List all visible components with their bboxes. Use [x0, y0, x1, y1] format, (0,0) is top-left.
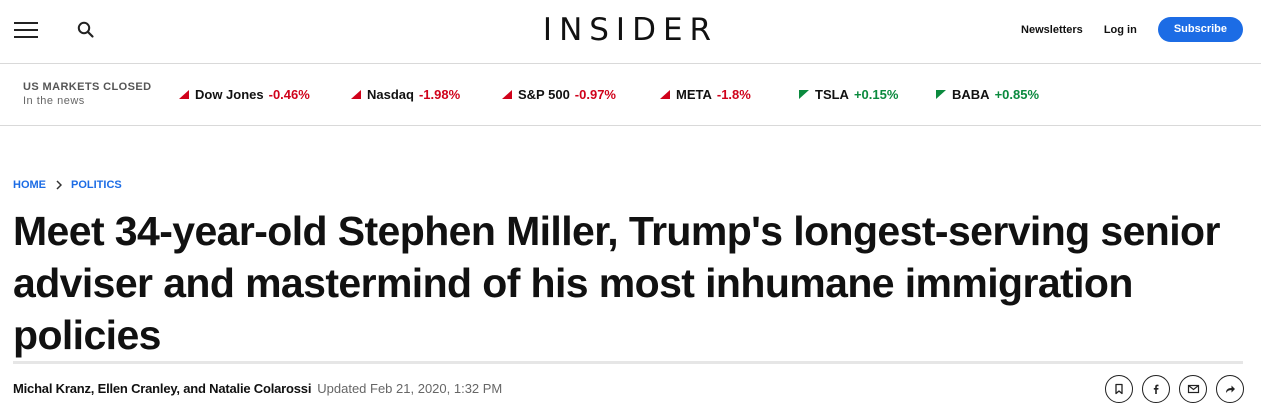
site-header: INSIDER Newsletters Log in Subscribe	[0, 0, 1261, 64]
down-arrow-icon	[660, 90, 670, 99]
ticker-sp500[interactable]: S&P 500 -0.97%	[502, 87, 616, 102]
up-arrow-icon	[799, 90, 809, 99]
site-logo[interactable]: INSIDER	[542, 12, 719, 48]
breadcrumb-home[interactable]: HOME	[13, 179, 46, 191]
ticker-change: -1.98%	[418, 87, 461, 102]
ticker-tsla[interactable]: TSLA +0.15%	[799, 87, 898, 102]
subscribe-button[interactable]: Subscribe	[1157, 17, 1243, 42]
ticker-dow-jones[interactable]: Dow Jones -0.46%	[179, 87, 310, 102]
email-icon	[1187, 384, 1199, 394]
ticker-change: -0.97%	[574, 87, 616, 102]
ticker-name: BABA	[952, 87, 990, 102]
markets-status-subtitle: In the news	[23, 95, 85, 107]
bookmark-button[interactable]	[1105, 375, 1133, 403]
hamburger-menu-icon[interactable]	[14, 21, 38, 39]
markets-status: US MARKETS CLOSED In the news	[23, 81, 151, 107]
search-icon[interactable]	[76, 20, 96, 40]
ticker-meta[interactable]: META -1.8%	[660, 87, 751, 102]
up-arrow-icon	[936, 90, 946, 99]
down-arrow-icon	[179, 90, 189, 99]
ticker-nasdaq[interactable]: Nasdaq -1.98%	[351, 87, 460, 102]
header-actions: Newsletters Log in Subscribe	[1021, 17, 1243, 42]
ticker-change: -1.8%	[716, 87, 751, 102]
breadcrumb-politics[interactable]: POLITICS	[71, 179, 122, 191]
ticker-change: -0.46%	[268, 87, 310, 102]
facebook-share-button[interactable]	[1142, 375, 1170, 403]
ticker-name: Nasdaq	[367, 87, 414, 102]
ticker-name: TSLA	[815, 87, 849, 102]
login-link[interactable]: Log in	[1103, 23, 1137, 36]
ticker-name: Dow Jones	[195, 87, 264, 102]
newsletters-link[interactable]: Newsletters	[1021, 23, 1083, 36]
facebook-icon	[1153, 384, 1159, 394]
article-headline: Meet 34-year-old Stephen Miller, Trump's…	[13, 208, 1220, 358]
byline: Michal Kranz, Ellen Cranley, and Natalie…	[13, 381, 502, 396]
updated-timestamp: Updated Feb 21, 2020, 1:32 PM	[317, 381, 503, 396]
markets-status-title: US MARKETS CLOSED	[23, 81, 152, 93]
down-arrow-icon	[351, 90, 361, 99]
breadcrumb: HOME POLITICS	[13, 179, 122, 191]
email-share-button[interactable]	[1179, 375, 1207, 403]
ticker-name: S&P 500	[518, 87, 570, 102]
article-authors[interactable]: Michal Kranz, Ellen Cranley, and Natalie…	[13, 381, 312, 396]
share-arrow-icon	[1226, 385, 1235, 393]
ticker-change: +0.85%	[994, 87, 1040, 102]
share-buttons	[1096, 375, 1244, 403]
markets-bar: US MARKETS CLOSED In the news Dow Jones …	[0, 65, 1261, 126]
ticker-change: +0.15%	[853, 87, 899, 102]
chevron-right-icon	[56, 180, 62, 190]
bookmark-icon	[1115, 383, 1123, 395]
headline-divider	[13, 361, 1243, 364]
ticker-baba[interactable]: BABA +0.85%	[936, 87, 1039, 102]
down-arrow-icon	[502, 90, 512, 99]
ticker-name: META	[676, 87, 712, 102]
share-button[interactable]	[1216, 375, 1244, 403]
